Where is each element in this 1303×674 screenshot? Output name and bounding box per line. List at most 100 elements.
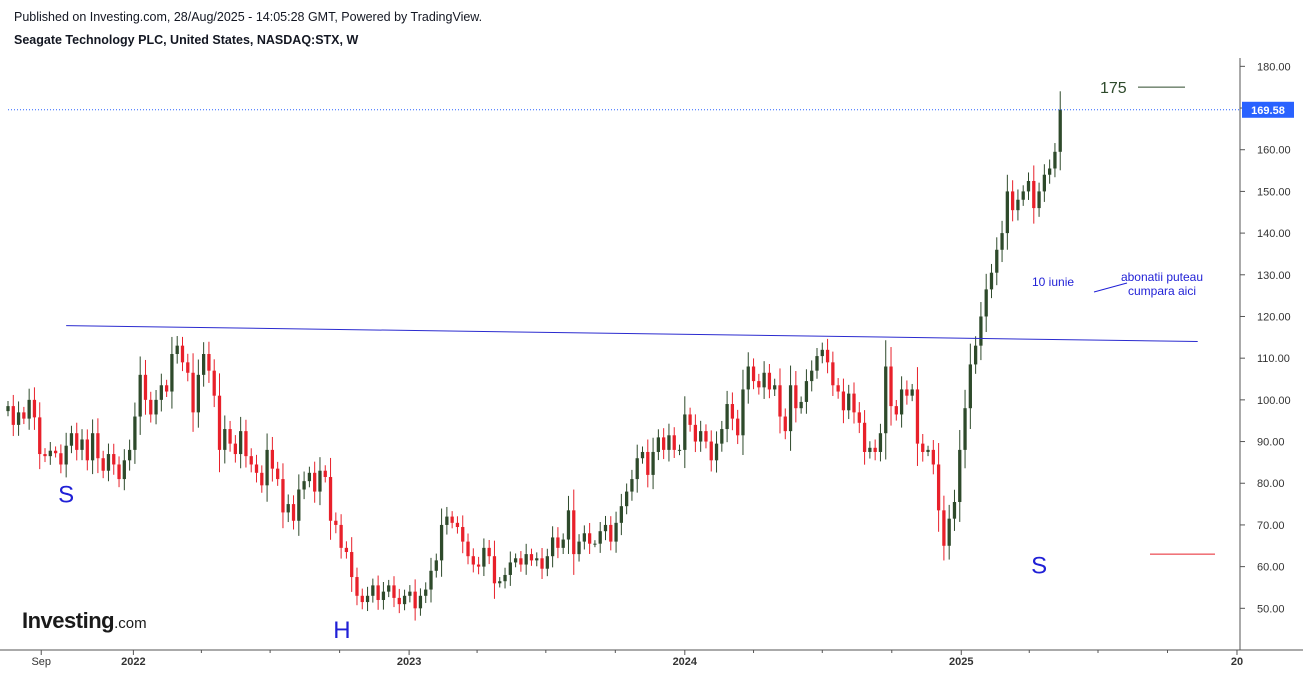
candle: [566, 510, 571, 540]
candle: [783, 416, 787, 432]
candle: [402, 595, 407, 605]
candle: [482, 547, 486, 567]
candle: [212, 370, 216, 396]
candle: [503, 574, 507, 582]
candle: [561, 539, 565, 548]
candle: [90, 433, 95, 461]
candle: [106, 454, 111, 471]
candle: [836, 385, 840, 392]
candle: [625, 491, 629, 507]
candle: [609, 524, 613, 542]
candle: [524, 554, 528, 565]
candle: [989, 272, 994, 290]
candle: [1021, 191, 1025, 200]
candle: [170, 354, 174, 392]
candle: [122, 460, 126, 480]
target-label: 175: [1100, 80, 1127, 97]
candle: [476, 564, 481, 567]
candle: [741, 389, 745, 436]
candle: [75, 433, 79, 450]
candle: [656, 437, 661, 452]
candle: [815, 356, 819, 371]
candle: [794, 385, 798, 409]
candle: [582, 533, 586, 542]
logo-brand: Investing: [22, 608, 115, 633]
candle: [334, 520, 338, 525]
candle: [630, 479, 634, 492]
candle: [899, 389, 904, 415]
candle: [894, 406, 898, 415]
candle: [910, 389, 914, 396]
x-tick-label: 2023: [397, 656, 421, 668]
candle: [286, 504, 290, 513]
candle: [69, 433, 74, 446]
candle: [450, 516, 454, 523]
candle: [217, 395, 222, 450]
candle: [947, 518, 951, 546]
candle: [683, 414, 687, 450]
y-tick-label: 80.00: [1257, 478, 1285, 490]
candle: [1005, 191, 1009, 234]
candle: [27, 399, 31, 419]
candle: [677, 449, 682, 451]
candle: [868, 447, 872, 452]
y-tick-label: 180.00: [1257, 61, 1291, 73]
candle: [979, 316, 983, 346]
candle: [191, 372, 195, 413]
candle: [640, 451, 645, 459]
candle: [117, 464, 121, 480]
candle: [529, 554, 534, 561]
candle: [276, 468, 280, 480]
candle: [1026, 180, 1031, 192]
candle: [825, 349, 830, 363]
candle: [418, 595, 423, 609]
candle: [614, 522, 618, 542]
candle: [519, 558, 523, 565]
candle: [513, 558, 518, 563]
candle: [995, 249, 999, 273]
candle: [688, 414, 692, 425]
candle: [714, 443, 719, 461]
candle: [207, 354, 211, 371]
candle: [32, 399, 37, 418]
candle: [915, 389, 920, 444]
annotation-pointer: [1093, 282, 1128, 293]
candle: [487, 547, 491, 557]
candle: [175, 345, 179, 354]
candle: [831, 362, 835, 386]
candle: [239, 431, 243, 455]
candle: [847, 393, 851, 411]
candle: [619, 506, 623, 523]
candle: [788, 385, 793, 432]
candle: [973, 345, 978, 365]
investing-logo: Investing.com: [22, 608, 147, 634]
candle: [693, 424, 698, 442]
candle: [556, 537, 560, 548]
candle: [725, 404, 729, 430]
candle: [646, 451, 650, 475]
candle: [149, 399, 153, 415]
date-annotation: 10 iunie: [1032, 275, 1074, 289]
candle: [43, 454, 47, 457]
candle: [186, 362, 190, 373]
y-tick-label: 110.00: [1257, 353, 1290, 365]
candle: [48, 450, 52, 457]
candle: [265, 449, 269, 486]
candle: [22, 412, 26, 419]
candle: [810, 370, 814, 382]
candle: [508, 562, 512, 575]
candle: [651, 451, 655, 475]
candle: [6, 406, 10, 412]
candle: [397, 597, 401, 605]
candle: [196, 374, 200, 413]
candle: [498, 581, 502, 584]
candle: [862, 422, 867, 452]
y-tick-label: 150.00: [1257, 186, 1291, 198]
y-tick-label: 140.00: [1257, 228, 1291, 240]
y-tick-label: 60.00: [1257, 562, 1285, 574]
neckline-trendline: [66, 325, 1198, 342]
candle: [371, 585, 375, 596]
candle: [365, 595, 370, 603]
candle: [635, 458, 639, 480]
